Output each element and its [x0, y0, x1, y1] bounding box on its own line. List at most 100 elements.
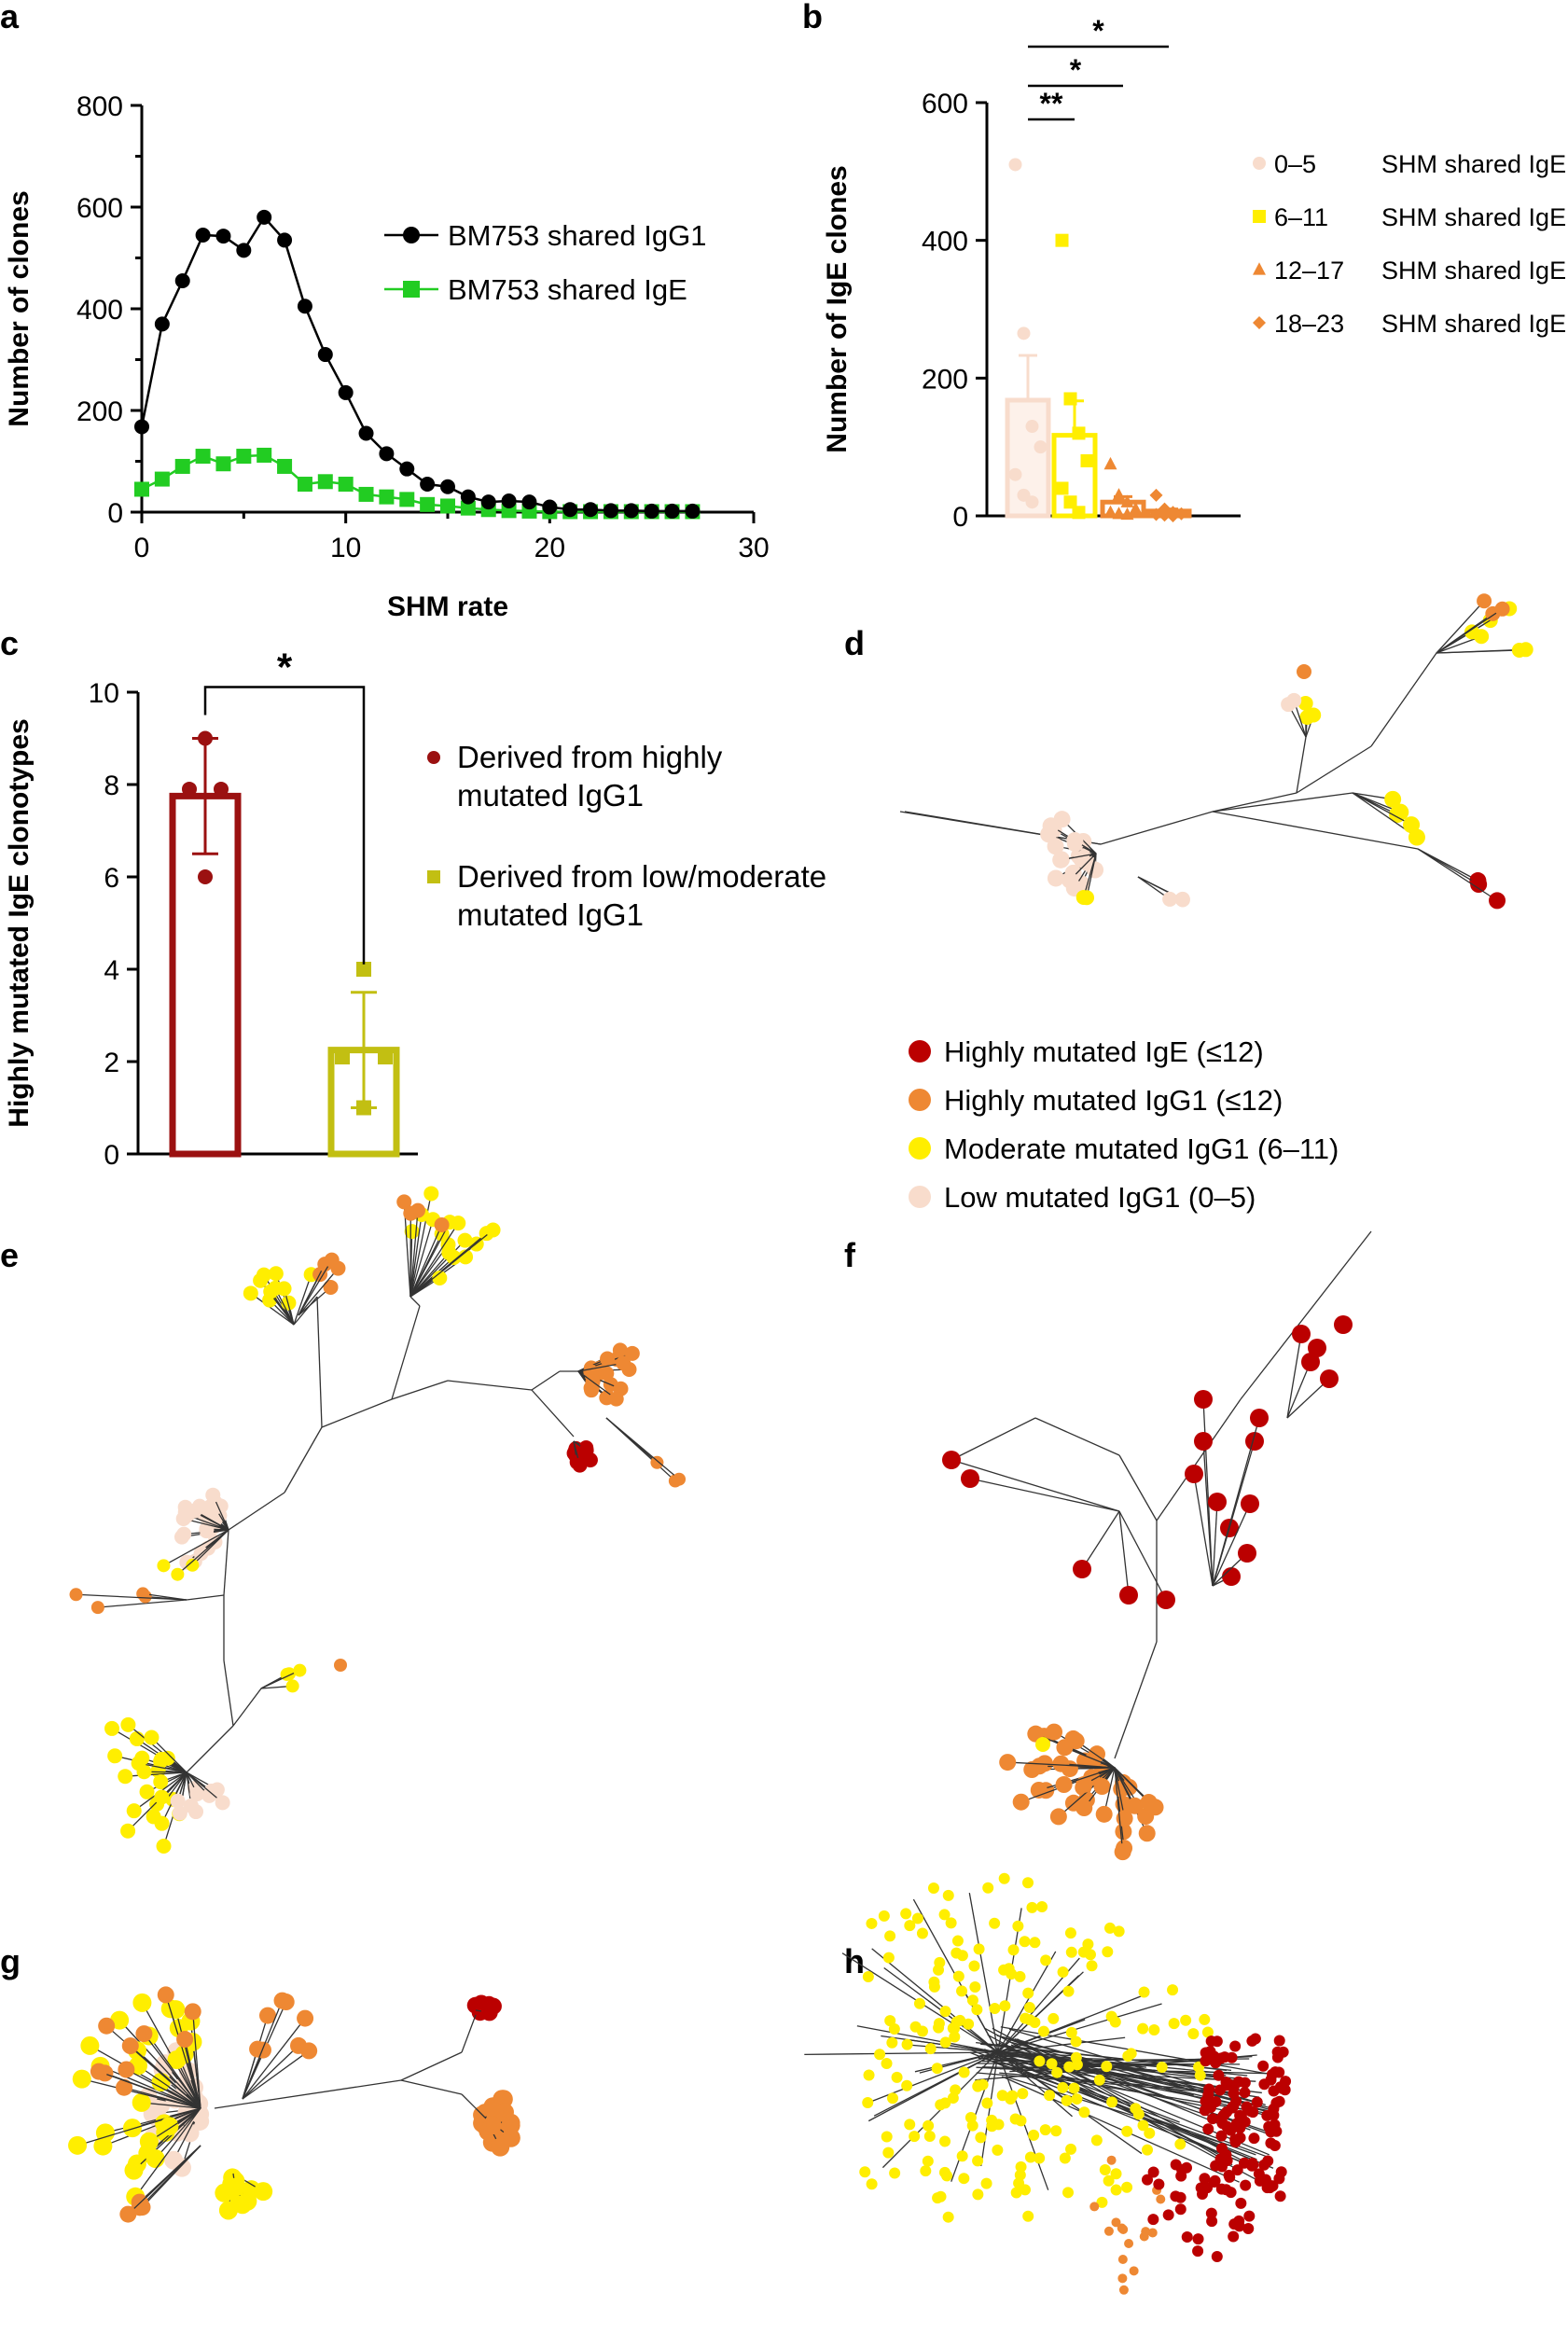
tree-leaf	[1273, 2066, 1285, 2078]
tree-branch	[1212, 1503, 1251, 1587]
a-data-point	[215, 229, 231, 244]
tree-leaf	[1055, 1776, 1073, 1794]
tree-leaf	[1138, 1986, 1150, 1998]
tree-leaf	[1156, 2194, 1166, 2204]
tree-leaf	[144, 1730, 160, 1745]
panel-label-a: a	[0, 0, 20, 35]
tree-leaf	[1059, 2152, 1071, 2164]
tree-leaf	[1029, 1937, 1041, 1949]
phylogenetic-trees	[68, 593, 1533, 2295]
b-data-point	[1112, 507, 1126, 520]
tree-leaf	[1251, 2096, 1263, 2108]
tree-leaf	[1263, 2120, 1275, 2133]
tree-leaf	[120, 1716, 136, 1732]
tree-leaf	[139, 1784, 155, 1799]
tree-branch	[605, 1417, 680, 1480]
tree-branch	[316, 1296, 323, 1428]
tree-leaf	[1062, 2187, 1075, 2199]
tree-leaf	[1200, 2055, 1212, 2067]
tree-branch	[137, 2064, 201, 2109]
tree-branch	[1007, 1761, 1116, 1769]
tree-branch	[409, 1296, 421, 1307]
tree-leaf	[916, 2025, 928, 2037]
tree-leaf	[1231, 2164, 1243, 2176]
tree-leaf	[1042, 817, 1060, 835]
a-legend-marker	[403, 227, 420, 243]
tree-leaf	[1157, 1591, 1175, 1609]
tree-legend-label: Low mutated IgG1 (0–5)	[944, 1181, 1256, 1214]
tree-leaf	[1014, 2169, 1026, 2181]
tree-leaf	[1234, 2132, 1246, 2144]
a-data-point	[501, 493, 517, 509]
tree-leaf	[981, 2097, 993, 2109]
b-data-point	[1112, 488, 1126, 501]
tree-leaf	[992, 2144, 1004, 2156]
tree-leaf	[1012, 1920, 1024, 1932]
tree-leaf	[1271, 2046, 1284, 2058]
tree-leaf	[866, 1917, 878, 1929]
tree-leaf	[1213, 2069, 1225, 2081]
tree-leaf	[973, 1943, 985, 1955]
tree-legend: Highly mutated IgE (≤12) Highly mutated I…	[909, 1035, 1339, 1214]
a-data-point	[236, 243, 252, 258]
tree-leaf	[1022, 1987, 1034, 1999]
tree-branch	[1212, 792, 1297, 813]
tree-leaf	[1292, 1325, 1311, 1343]
a-y-tick-label: 0	[107, 498, 123, 529]
tree-leaf	[254, 2182, 273, 2202]
tree-legend-label: Highly mutated IgG1 (≤12)	[944, 1084, 1283, 1117]
tree-branch	[1083, 853, 1097, 898]
tree-leaf	[1174, 2191, 1186, 2203]
tree-leaf	[1065, 2143, 1077, 2155]
tree-leaf	[1036, 1900, 1048, 1912]
c-data-point	[182, 781, 197, 797]
tree-leaf	[1268, 2085, 1280, 2097]
tree-branch	[1417, 848, 1498, 901]
a-data-point	[664, 503, 680, 519]
tree-leaf	[1114, 1843, 1131, 1861]
tree-leaf	[939, 2097, 951, 2109]
tree-leaf	[1297, 664, 1311, 679]
panel-c-bar-chart: 0 2 4 6 8 10 * Derived from highly mutated IgG…	[4, 646, 826, 1172]
tree-leaf	[1124, 2239, 1134, 2249]
tree-leaf	[1064, 1927, 1076, 1939]
a-y-tick-label: 800	[76, 91, 123, 122]
tree-leaf	[1047, 869, 1064, 887]
tree-leaf	[939, 2036, 951, 2049]
tree-leaf	[166, 2000, 186, 2020]
tree-leaf	[923, 2131, 936, 2143]
tree-branch	[1296, 736, 1307, 794]
tree-branch	[1212, 1417, 1260, 1587]
tree-branch	[1296, 745, 1372, 794]
tree-leaf	[1261, 2177, 1273, 2189]
tree-branch	[192, 2011, 201, 2109]
b-y-tick-label: 600	[922, 89, 968, 119]
tree-leaf	[232, 2195, 252, 2215]
tree-branch	[577, 1362, 624, 1372]
b-data-point	[1158, 508, 1172, 522]
c-y-tick-label: 6	[104, 863, 119, 894]
tree-leaf	[1070, 2051, 1082, 2063]
tree-leaf	[1096, 2196, 1108, 2208]
tree-leaf	[1110, 2168, 1122, 2180]
tree-leaf	[1470, 876, 1488, 894]
a-x-tick-label: 0	[134, 533, 150, 563]
tree-leaf	[1201, 2026, 1214, 2038]
tree-leaf	[1239, 2077, 1251, 2089]
tree-leaf	[1129, 2266, 1139, 2276]
tree-leaf	[132, 2092, 151, 2112]
tree-leaf	[1095, 1805, 1113, 1823]
tree-leaf	[1299, 709, 1315, 725]
tree-leaf	[1148, 2024, 1160, 2036]
tree-branch	[409, 1224, 443, 1298]
c-y-axis-label: Highly mutated IgE clonotypes	[4, 718, 35, 1127]
tree-branch	[176, 1529, 229, 1576]
tree-leaf	[1334, 1315, 1353, 1334]
tree-leaf	[323, 1279, 339, 1295]
tree-leaf	[1026, 1901, 1038, 1913]
tree-leaf	[226, 2177, 245, 2197]
tree-branch	[123, 2087, 201, 2109]
tree-leaf	[104, 1720, 120, 1736]
tree-leaf	[1024, 2151, 1036, 2163]
tree-branch	[298, 1263, 326, 1316]
